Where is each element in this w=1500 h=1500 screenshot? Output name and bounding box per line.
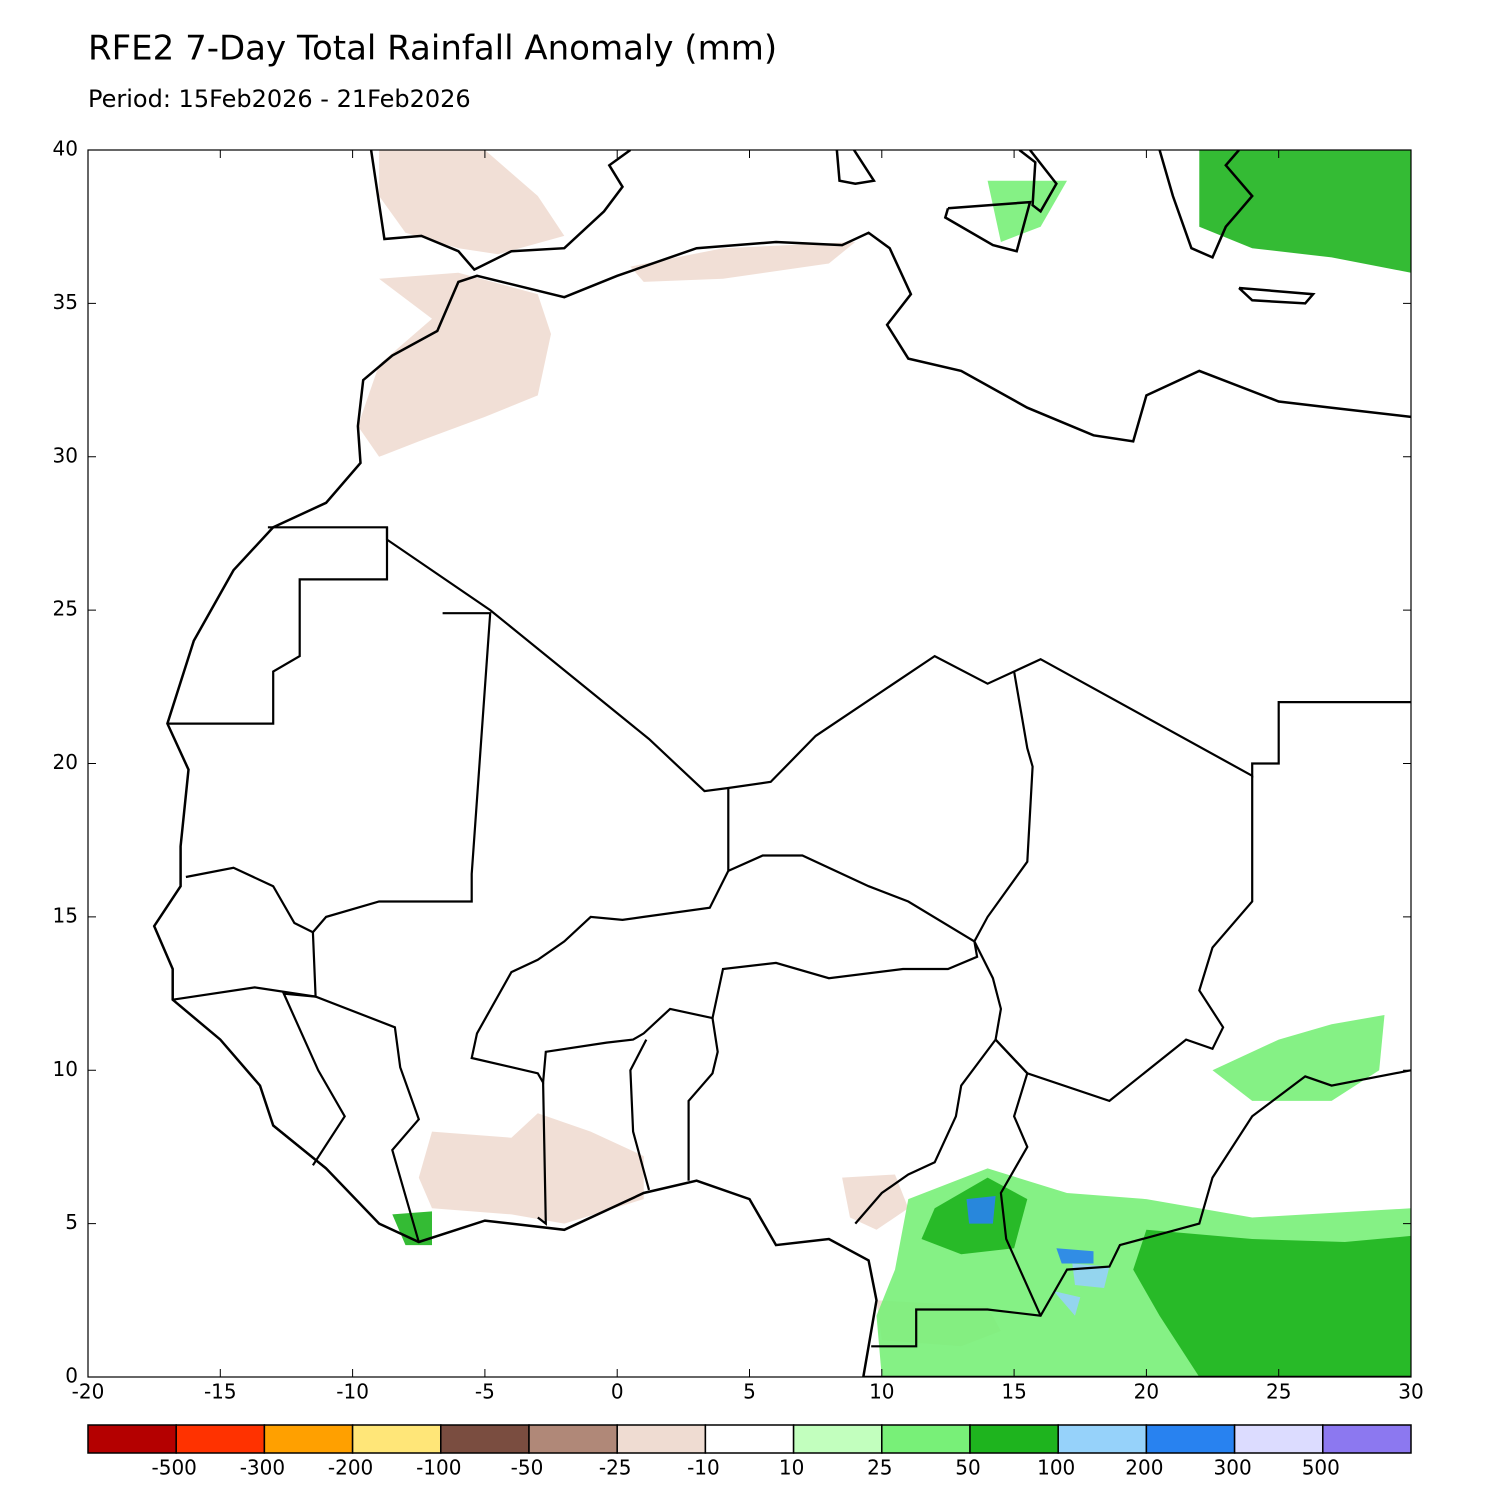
border (871, 1069, 1411, 1348)
colorbar-swatch (881, 1424, 971, 1454)
map-frame (87, 149, 1412, 1378)
colorbar-label: -10 (687, 1456, 720, 1480)
colorbar-swatch (1233, 1424, 1324, 1454)
x-tick-label: -20 (72, 1380, 105, 1404)
map-subtitle: Period: 15Feb2026 - 21Feb2026 (88, 85, 471, 113)
anomaly-area (392, 1211, 432, 1246)
y-tick-label: 0 (65, 1364, 78, 1388)
border (629, 1039, 651, 1191)
border (994, 1038, 1042, 1317)
x-tick-label: 10 (869, 1380, 894, 1404)
colorbar-swatch (1145, 1424, 1236, 1454)
colorbar-swatch (263, 1424, 354, 1454)
y-tick-label: 35 (53, 290, 78, 314)
colorbar-swatch (87, 1424, 177, 1454)
coastline (1158, 150, 1254, 260)
anomaly-area (1133, 1229, 1411, 1377)
y-tick-label: 40 (53, 137, 78, 161)
border (172, 932, 317, 1001)
coastline (152, 231, 1411, 1377)
x-tick-label: -10 (336, 1380, 369, 1404)
coastline (1238, 286, 1316, 305)
border (994, 775, 1254, 1103)
colorbar-swatch (1057, 1424, 1148, 1454)
border (185, 612, 492, 934)
border (470, 788, 730, 1181)
anomaly-area (357, 272, 551, 457)
anomaly-area (1053, 1291, 1081, 1316)
colorbar-swatch (969, 1424, 1059, 1454)
colorbar-label: 50 (955, 1456, 980, 1480)
colorbar-label: 100 (1037, 1456, 1075, 1480)
x-tick-label: 0 (611, 1380, 624, 1404)
colorbar-label: -50 (511, 1456, 544, 1480)
colorbar-label: -25 (599, 1456, 632, 1480)
anomaly-area (966, 1196, 996, 1224)
coastline (835, 150, 876, 185)
y-tick-label: 15 (53, 903, 78, 927)
x-tick-label: 30 (1398, 1380, 1423, 1404)
y-tick-label: 5 (65, 1210, 78, 1234)
colorbar-swatch (704, 1424, 795, 1454)
colorbar-swatch (792, 1424, 883, 1454)
anomaly-area (1199, 150, 1411, 273)
colorbar-label: -300 (240, 1456, 285, 1480)
colorbar-swatch (175, 1424, 266, 1454)
y-tick-label: 20 (53, 750, 78, 774)
border (282, 992, 421, 1243)
x-tick-label: -15 (204, 1380, 237, 1404)
colorbar-swatch (1322, 1424, 1412, 1454)
colorbar-label: 200 (1125, 1456, 1163, 1480)
colorbar-swatch (440, 1424, 530, 1454)
colorbar-swatch (351, 1424, 442, 1454)
y-tick-label: 25 (53, 597, 78, 621)
x-tick-label: 20 (1134, 1380, 1159, 1404)
colorbar-label: 300 (1214, 1456, 1252, 1480)
map-area: -20 -15 -10 -5 0 5 10 15 20 25 30 0 5 10 15 20 25 30 35 40 (53, 137, 1424, 1404)
colorbar-label: -500 (152, 1456, 197, 1480)
colorbar-swatch (616, 1424, 707, 1454)
anomaly-area (379, 150, 565, 255)
anomaly-area (630, 242, 856, 282)
map-layer (152, 150, 1411, 1377)
map-title: RFE2 7-Day Total Rainfall Anomaly (mm) (88, 29, 777, 69)
border (267, 526, 1411, 793)
x-tick-label: 15 (1001, 1380, 1026, 1404)
anomaly-area (1212, 1015, 1385, 1101)
y-tick-label: 30 (53, 443, 78, 467)
anomaly-area (418, 1113, 644, 1224)
border (167, 527, 389, 725)
x-tick-label: -5 (475, 1380, 495, 1404)
border (711, 854, 979, 1019)
colorbar-label: 25 (867, 1456, 892, 1480)
coastline (369, 150, 632, 272)
anomaly-area (1056, 1248, 1094, 1264)
border (537, 1082, 547, 1226)
border (272, 1124, 327, 1170)
colorbar-swatch (528, 1424, 618, 1454)
x-tick-label: 5 (743, 1380, 756, 1404)
coastline (1018, 150, 1058, 214)
coastline (943, 200, 1032, 253)
colorbar-label: 500 (1302, 1456, 1340, 1480)
x-tick-label: 25 (1266, 1380, 1291, 1404)
colorbar-label: -100 (416, 1456, 461, 1480)
y-tick-label: 10 (53, 1057, 78, 1081)
border (854, 671, 1034, 1225)
colorbar-label: 10 (779, 1456, 804, 1480)
colorbar-label: -200 (328, 1456, 373, 1480)
